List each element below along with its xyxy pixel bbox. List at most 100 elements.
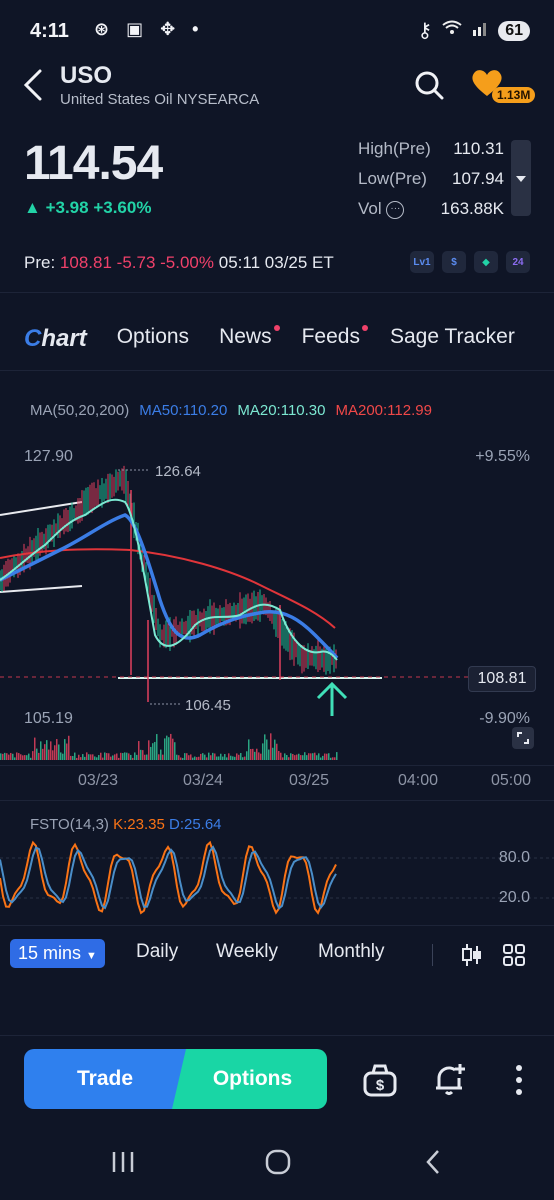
24h-badge-icon[interactable]: 24 xyxy=(506,251,530,273)
volume-bar xyxy=(116,753,118,760)
gem-icon[interactable]: ◆ xyxy=(474,251,498,273)
volume-bar xyxy=(126,752,128,760)
timeframe-monthly[interactable]: Monthly xyxy=(318,941,385,962)
ma-legend[interactable]: MA(50,20,200) MA50:110.20 MA20:110.30 MA… xyxy=(30,402,432,419)
options-button[interactable]: Options xyxy=(172,1049,327,1109)
volume-bar xyxy=(188,755,190,760)
volume-bar xyxy=(130,754,132,760)
volume-bar xyxy=(238,754,240,760)
volume-bar xyxy=(200,753,202,760)
volume-bar xyxy=(106,753,108,760)
volume-bar xyxy=(144,754,146,760)
volume-bar xyxy=(62,753,64,760)
volume-bar xyxy=(226,757,228,760)
tab-sage-tracker[interactable]: Sage Tracker xyxy=(390,325,515,353)
info-dots-icon[interactable]: ··· xyxy=(386,200,405,219)
candlestick-type-icon[interactable] xyxy=(461,942,483,973)
ma-title: MA(50,20,200) xyxy=(30,402,130,419)
low-label: Low(Pre) xyxy=(358,169,427,188)
volume-bar xyxy=(78,754,80,760)
dropdown-icon: ▼ xyxy=(86,950,97,962)
volume-bar xyxy=(332,757,334,760)
volume-bar xyxy=(318,753,320,760)
chart-top-percent: +9.55% xyxy=(475,448,530,465)
volume-bar xyxy=(196,757,198,760)
volume-bar xyxy=(258,752,260,760)
volume-bar xyxy=(80,757,82,760)
more-options-icon[interactable] xyxy=(509,1064,529,1101)
tab-label: Options xyxy=(116,325,190,348)
volume-bar xyxy=(138,741,140,760)
volume-bar xyxy=(254,751,256,760)
volume-bar xyxy=(100,752,102,760)
volume-bar xyxy=(306,755,308,760)
timeframe-selected: 15 mins xyxy=(18,943,82,963)
tab-news[interactable]: News xyxy=(219,325,280,353)
fsto-d-line xyxy=(0,845,337,910)
low-marker-label: 106.45 xyxy=(185,697,231,714)
last-price: 114.54 xyxy=(24,137,163,190)
tab-options[interactable]: Options xyxy=(117,325,189,353)
volume-bar xyxy=(220,753,222,760)
volume-bar xyxy=(132,757,134,760)
chart-top-price: 127.90 xyxy=(24,448,73,465)
trendline-lower[interactable] xyxy=(0,585,83,593)
volume-bar xyxy=(276,743,278,760)
indicator-grid-icon[interactable] xyxy=(502,943,526,972)
volume-bar xyxy=(158,754,160,760)
unread-dot xyxy=(361,325,368,331)
high-label: High(Pre) xyxy=(358,139,431,158)
premarket-row: Pre: 108.81 -5.73 -5.00% 05:11 03/25 ET xyxy=(24,253,334,273)
volume-bar xyxy=(70,755,72,760)
level1-badge-icon[interactable]: Lv1 xyxy=(410,251,434,273)
home-icon[interactable] xyxy=(264,1148,292,1181)
money-bag-icon[interactable]: $ xyxy=(362,1063,398,1102)
volume-bar xyxy=(244,756,246,760)
volume-bar xyxy=(240,753,242,760)
price-chart[interactable]: 126.64 106.45 xyxy=(0,440,554,760)
volume-bar xyxy=(176,754,178,760)
expand-stats-button[interactable] xyxy=(511,140,531,216)
volume-bar xyxy=(18,753,20,760)
volume-bar xyxy=(86,752,88,760)
section-divider xyxy=(0,370,554,371)
back-nav-icon[interactable] xyxy=(423,1148,443,1181)
trendline-upper[interactable] xyxy=(0,501,83,516)
fullscreen-icon[interactable] xyxy=(512,727,534,749)
add-alert-bell-icon[interactable] xyxy=(433,1062,467,1101)
timeframe-weekly[interactable]: Weekly xyxy=(216,941,278,962)
volume-bar xyxy=(232,756,234,760)
volume-bar xyxy=(28,753,30,760)
status-time: 4:11 xyxy=(30,20,69,42)
back-button[interactable] xyxy=(22,68,46,107)
volume-bar xyxy=(22,755,24,760)
dollar-exchange-icon[interactable]: $ xyxy=(442,251,466,273)
tab-feeds[interactable]: Feeds xyxy=(302,325,368,353)
oscillator-chart[interactable] xyxy=(0,838,554,918)
key-icon: ⚷ xyxy=(417,20,433,42)
volume-bar xyxy=(228,753,230,760)
content-tabs: Chart Options News Feeds Sage Tracker xyxy=(24,325,545,353)
change-percent: +3.60% xyxy=(93,198,152,217)
volume-bar xyxy=(326,753,328,760)
fsto-legend[interactable]: FSTO(14,3) K:23.35 D:25.64 xyxy=(30,816,222,833)
volume-bar xyxy=(36,748,38,760)
volume-bar xyxy=(256,748,258,760)
timeframe-selector[interactable]: 15 mins ▼ xyxy=(10,939,105,968)
volume-bar xyxy=(222,756,224,760)
volume-bar xyxy=(246,751,248,760)
volume-bar xyxy=(4,752,6,760)
trade-button[interactable]: Trade xyxy=(24,1049,186,1109)
fsto-d: D:25.64 xyxy=(168,816,222,833)
low-value: 107.94 xyxy=(452,169,504,188)
search-icon[interactable] xyxy=(414,70,444,105)
volume-bar xyxy=(134,752,136,760)
timeframe-daily[interactable]: Daily xyxy=(136,941,179,962)
volume-bar xyxy=(190,754,192,760)
volume-bar xyxy=(118,757,120,760)
ma20-value: MA20:110.30 xyxy=(237,402,326,419)
volume-bar xyxy=(56,739,58,760)
volume-bar xyxy=(98,755,100,760)
recent-apps-icon[interactable] xyxy=(110,1150,136,1179)
tab-chart[interactable]: Chart xyxy=(24,325,87,353)
